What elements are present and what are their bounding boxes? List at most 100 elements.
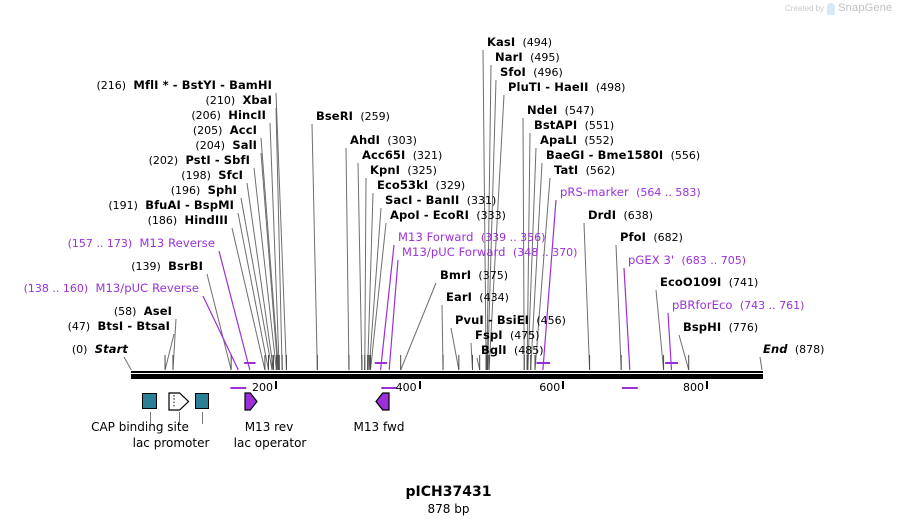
ruler-tick-label: 200 bbox=[251, 381, 273, 394]
label-position: (303) bbox=[387, 134, 417, 147]
label-position: (157 .. 173) bbox=[67, 237, 133, 250]
feature-glyph-m13-rev[interactable] bbox=[244, 392, 262, 416]
feature-connector bbox=[149, 412, 151, 424]
label-position: (196) bbox=[170, 184, 201, 197]
label-name: M13 Forward bbox=[398, 230, 474, 244]
enzyme-label-pluti-haeii[interactable]: PluTI - HaeII (498) bbox=[508, 80, 625, 94]
label-name: HincII bbox=[228, 108, 266, 122]
label-name: pGEX 3' bbox=[628, 253, 675, 267]
ruler-tick-label: 400 bbox=[395, 381, 417, 394]
label-name: PvuI - BsiEI bbox=[455, 313, 530, 327]
enzyme-label-sfoi[interactable]: SfoI (496) bbox=[500, 66, 563, 79]
enzyme-label-bfuai-bspmi[interactable]: (191) BfuAI - BspMI bbox=[108, 198, 234, 212]
enzyme-label-pfoi[interactable]: PfoI (682) bbox=[620, 231, 683, 244]
feature-label-m13-forward[interactable]: M13 Forward (339 .. 356) bbox=[398, 230, 545, 244]
feature-glyph-m13-fwd[interactable] bbox=[375, 392, 393, 416]
enzyme-label-mfli-bstyi-bamhi[interactable]: (216) MflI * - BstYI - BamHI bbox=[96, 79, 272, 92]
feature-name-cap-binding-site[interactable]: CAP binding site bbox=[91, 420, 189, 434]
label-position: (139) bbox=[131, 260, 161, 273]
terminal-position: (0) bbox=[71, 343, 88, 356]
enzyme-label-apoi-ecori[interactable]: ApoI - EcoRI (333) bbox=[390, 208, 506, 222]
feature-label-prs-marker[interactable]: pRS-marker (564 .. 583) bbox=[560, 185, 701, 199]
enzyme-label-bsrbi[interactable]: (139) BsrBI bbox=[131, 260, 203, 273]
enzyme-label-nari[interactable]: NarI (495) bbox=[495, 50, 560, 64]
enzyme-label-ndei[interactable]: NdeI (547) bbox=[527, 103, 594, 117]
label-position: (682) bbox=[653, 231, 683, 244]
terminal-label-end[interactable]: End (878) bbox=[763, 342, 824, 356]
enzyme-label-saci-banii[interactable]: SacI - BanII (331) bbox=[385, 194, 496, 206]
label-name: M13 Reverse bbox=[139, 236, 215, 250]
feature-label-m13-puc-reverse[interactable]: (138 .. 160) M13/pUC Reverse bbox=[24, 282, 199, 294]
feature-label-pgex-3[interactable]: pGEX 3' (683 .. 705) bbox=[628, 253, 747, 267]
enzyme-label-hindiii[interactable]: (186) HindIII bbox=[147, 214, 228, 227]
label-name: Acc65I bbox=[362, 148, 406, 162]
label-position: (683 .. 705) bbox=[681, 254, 747, 267]
label-name: NarI bbox=[495, 50, 523, 64]
label-position: (186) bbox=[147, 214, 178, 227]
enzyme-label-btsi-btsai[interactable]: (47) BtsI - BtsaI bbox=[68, 320, 170, 332]
enzyme-label-ecoo109i[interactable]: EcoO109I (741) bbox=[660, 276, 758, 288]
enzyme-label-asei[interactable]: (58) AseI bbox=[114, 305, 172, 317]
label-name: ApaLI bbox=[540, 133, 577, 147]
enzyme-label-eari[interactable]: EarI (434) bbox=[446, 291, 509, 303]
feature-name-lac-operator[interactable]: lac operator bbox=[233, 436, 307, 450]
label-position: (216) bbox=[96, 79, 127, 92]
enzyme-label-acci[interactable]: (205) AccI bbox=[193, 124, 257, 136]
label-name: NdeI bbox=[527, 103, 558, 117]
feature-glyph-lac-promoter[interactable] bbox=[168, 392, 194, 416]
enzyme-label-acc65i[interactable]: Acc65I (321) bbox=[362, 148, 442, 162]
label-name: PluTI - HaeII bbox=[508, 80, 589, 94]
enzyme-label-ahdi[interactable]: AhdI (303) bbox=[350, 134, 417, 147]
watermark-brand: SnapGene bbox=[838, 2, 893, 14]
label-position: (475) bbox=[509, 329, 540, 342]
enzyme-label-kasi[interactable]: KasI (494) bbox=[487, 36, 553, 49]
label-name: pRS-marker bbox=[560, 185, 629, 199]
enzyme-label-bstapi[interactable]: BstAPI (551) bbox=[534, 118, 615, 132]
enzyme-label-bmri[interactable]: BmrI (375) bbox=[440, 269, 508, 281]
feature-name-m13-rev[interactable]: M13 rev bbox=[244, 420, 294, 434]
snapgene-watermark: Created by SnapGene bbox=[785, 2, 893, 15]
sequence-backbone[interactable] bbox=[131, 374, 763, 379]
enzyme-label-sphi[interactable]: (196) SphI bbox=[170, 184, 237, 197]
enzyme-label-baegi-bme1580i[interactable]: BaeGI - Bme1580I (556) bbox=[546, 148, 700, 162]
enzyme-label-bsphi[interactable]: BspHI (776) bbox=[683, 320, 758, 334]
label-position: (564 .. 583) bbox=[636, 186, 701, 199]
feature-name-m13-fwd[interactable]: M13 fwd bbox=[353, 420, 405, 434]
enzyme-label-drdi[interactable]: DrdI (638) bbox=[588, 209, 654, 222]
enzyme-label-bseri[interactable]: BseRI (259) bbox=[316, 110, 390, 122]
label-position: (494) bbox=[522, 36, 553, 49]
label-position: (348 .. 370) bbox=[512, 246, 578, 259]
label-position: (552) bbox=[584, 134, 614, 147]
terminal-label-start[interactable]: (0) Start bbox=[71, 343, 128, 356]
label-name: BfuAI - BspMI bbox=[145, 198, 234, 212]
enzyme-label-sfci[interactable]: (198) SfcI bbox=[181, 169, 243, 181]
label-name: ApoI - EcoRI bbox=[390, 208, 469, 222]
feature-label-m13-puc-forward[interactable]: M13/pUC Forward (348 .. 370) bbox=[402, 246, 578, 259]
enzyme-label-bgli[interactable]: BglI (485) bbox=[481, 344, 544, 356]
feature-arrow bbox=[375, 392, 390, 411]
enzyme-label-eco53ki[interactable]: Eco53kI (329) bbox=[377, 179, 465, 191]
enzyme-label-pvui-bsiei[interactable]: PvuI - BsiEI (456) bbox=[455, 313, 566, 327]
label-position: (495) bbox=[530, 51, 560, 64]
label-position: (191) bbox=[108, 199, 138, 212]
label-name: BspHI bbox=[683, 320, 722, 334]
terminal-name: End bbox=[763, 342, 788, 356]
enzyme-label-xbai[interactable]: (210) XbaI bbox=[206, 94, 272, 106]
label-position: (638) bbox=[623, 209, 654, 222]
label-name: BstAPI bbox=[534, 118, 578, 132]
ruler-tick bbox=[562, 381, 565, 389]
feature-name-lac-promoter[interactable]: lac promoter bbox=[132, 436, 210, 450]
label-position: (496) bbox=[533, 66, 563, 79]
feature-label-pbrforeco[interactable]: pBRforEco (743 .. 761) bbox=[672, 299, 804, 311]
enzyme-label-hincii[interactable]: (206) HincII bbox=[191, 108, 266, 122]
enzyme-label-kpni[interactable]: KpnI (325) bbox=[370, 164, 437, 176]
label-position: (551) bbox=[584, 119, 615, 132]
enzyme-label-fspi[interactable]: FspI (475) bbox=[475, 329, 540, 342]
enzyme-label-apali[interactable]: ApaLI (552) bbox=[540, 133, 614, 147]
enzyme-label-psti-sbfi[interactable]: (202) PstI - SbfI bbox=[149, 154, 250, 166]
label-name: BaeGI - Bme1580I bbox=[546, 148, 664, 162]
feature-label-m13-reverse[interactable]: (157 .. 173) M13 Reverse bbox=[67, 236, 215, 250]
enzyme-label-sali[interactable]: (204) SalI bbox=[195, 139, 257, 151]
feature-arrow bbox=[168, 392, 190, 411]
enzyme-label-tati[interactable]: TatI (562) bbox=[554, 164, 615, 176]
